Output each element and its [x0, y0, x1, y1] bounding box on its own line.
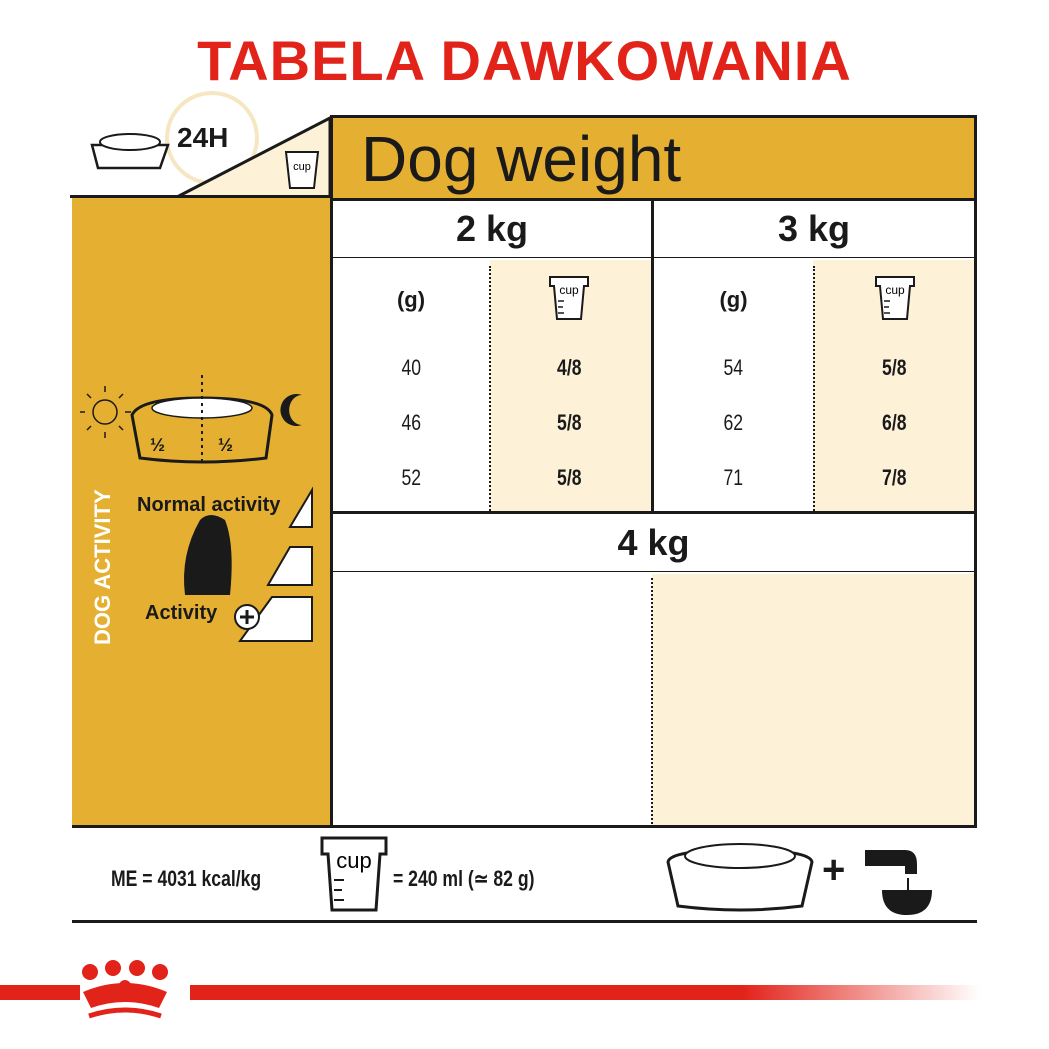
activity-levels-icon	[184, 486, 313, 642]
grams-value: 40	[401, 355, 421, 380]
cups-value: 5/8	[556, 410, 582, 435]
dog-weight-label: Dog weight	[361, 123, 682, 195]
grams-value: 46	[401, 410, 421, 435]
dog-activity-label: DOG ACTIVITY	[90, 489, 115, 645]
weight-label: 2 kg	[455, 208, 529, 249]
cups-value: 7/8	[882, 465, 907, 490]
cup-icon: cup	[874, 275, 916, 326]
grams-value: 52	[401, 465, 421, 490]
food-bowl-icon	[666, 843, 814, 912]
cups-value: 4/8	[556, 355, 582, 380]
normal-activity-label: Normal activity	[137, 494, 281, 516]
half-right: ½	[218, 435, 234, 455]
weight-label: 4 kg	[617, 521, 690, 563]
cup-icon: cup	[548, 275, 590, 326]
svg-text:cup: cup	[559, 283, 579, 297]
cup-icon: cup	[284, 151, 320, 189]
header-corner: cup	[90, 91, 332, 200]
half-left: ½	[150, 435, 166, 455]
weight-header-4kg: 4 kg	[330, 511, 977, 574]
cups-value: 5/8	[882, 355, 907, 380]
grams-header: (g)	[396, 287, 426, 312]
plus-sign: +	[822, 848, 846, 892]
water-tap-icon	[865, 838, 932, 915]
dog-silhouette-icon	[184, 515, 232, 595]
page-title: TABELA DAWKOWANIA	[197, 29, 852, 92]
weight-header-3kg: 3 kg	[651, 198, 977, 260]
dog-weight-header: Dog weight	[330, 115, 977, 200]
activity-panel	[72, 198, 332, 825]
svg-text:cup: cup	[885, 283, 905, 297]
cups-value: 6/8	[882, 410, 907, 435]
svg-text:cup: cup	[336, 848, 371, 873]
water-bowl-icon	[882, 890, 932, 915]
grams-value: 71	[723, 465, 744, 490]
feeding-split-illustration	[80, 375, 302, 465]
moon-icon	[280, 394, 302, 426]
royal-canin-crown-logo	[82, 960, 168, 1019]
weight-label: 3 kg	[777, 208, 851, 249]
cups-value: 5/8	[556, 465, 582, 490]
grams-header: (g)	[719, 287, 748, 312]
cup-equivalent: = 240 ml (≃ 82 g)	[393, 866, 535, 891]
sun-icon	[80, 386, 131, 438]
weight-header-2kg: 2 kg	[330, 198, 654, 260]
cup-icon: cup	[320, 836, 388, 912]
metabolizable-energy: ME = 4031 kcal/kg	[111, 866, 262, 891]
food-bowl-icon	[90, 133, 170, 170]
svg-text:cup: cup	[293, 161, 311, 173]
grams-value: 62	[723, 410, 744, 435]
clock-label: 24H	[177, 122, 229, 153]
activity-label: Activity	[145, 602, 218, 624]
grams-value: 54	[723, 355, 744, 380]
